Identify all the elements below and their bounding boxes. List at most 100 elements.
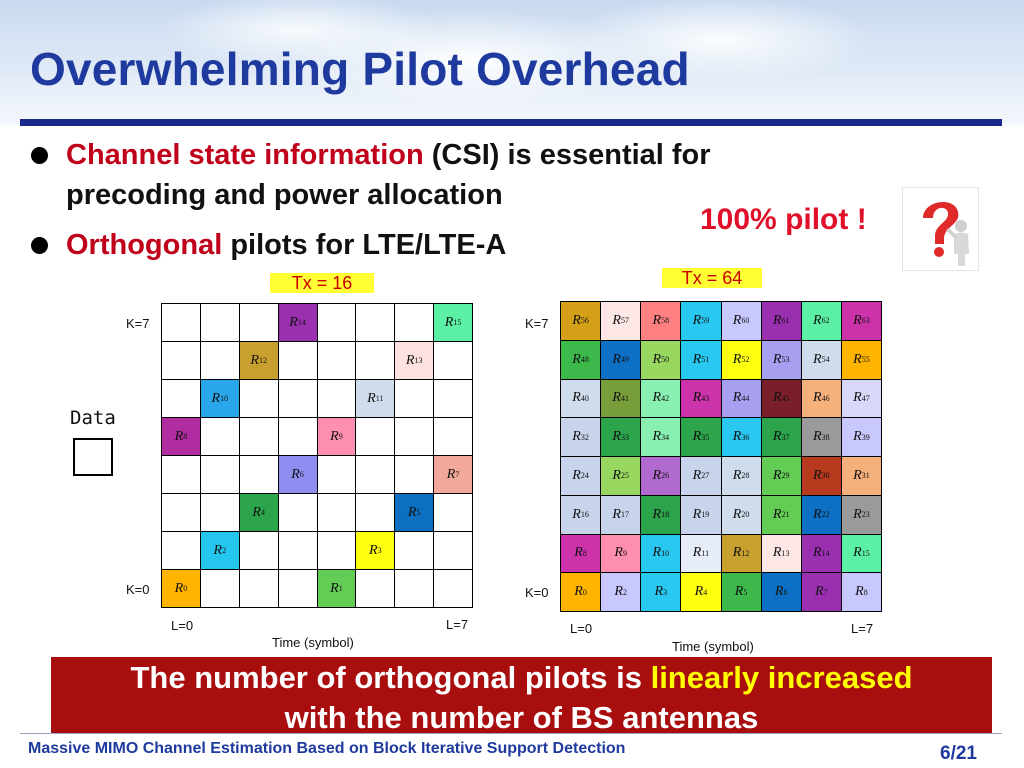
pilot-index: 43 — [701, 393, 710, 403]
pilot-cell: R 52 — [721, 340, 761, 379]
pilot-cell: R 27 — [681, 457, 721, 495]
pilot-symbol: R — [211, 390, 221, 406]
pilot-index: 12 — [258, 356, 267, 365]
pilot-cell: R 60 — [721, 302, 761, 340]
pilot-symbol: R — [652, 506, 662, 522]
pilot-symbol: R — [572, 312, 581, 328]
pilot-symbol: R — [574, 584, 583, 600]
pilot-cell: R 53 — [761, 340, 801, 379]
pilot-index: 10 — [661, 548, 670, 558]
pilot-cell: R 13 — [395, 342, 434, 379]
data-cell — [162, 380, 200, 417]
data-cell — [434, 418, 472, 455]
pilot-index: 31 — [861, 471, 870, 481]
pilot-cell: R 19 — [681, 495, 721, 534]
pilot-index: 49 — [620, 355, 629, 365]
pilot-cell: R 28 — [721, 457, 761, 495]
pilot-symbol: R — [772, 545, 782, 561]
pilot-index: 13 — [781, 548, 790, 558]
bullet-1-line-1: Channel state information (CSI) is essen… — [66, 139, 711, 172]
pilot-cell: R 43 — [681, 379, 721, 418]
pilot-symbol: R — [252, 504, 261, 520]
pilot-symbol: R — [652, 351, 662, 367]
pilot-cell: R 48 — [561, 340, 601, 379]
pilot-cell: R 11 — [681, 534, 721, 573]
pilot-symbol: R — [652, 390, 662, 406]
pilot-symbol: R — [853, 351, 862, 367]
data-cell — [239, 304, 278, 341]
grid-large-time-label: Time (symbol) — [672, 639, 754, 654]
pilot-symbol: R — [694, 584, 704, 600]
pilot-index: 35 — [701, 432, 710, 442]
banner-highlight: linearly increased — [650, 660, 913, 695]
pilot-cell: R 15 — [434, 304, 472, 341]
data-cell — [317, 342, 356, 379]
pilot-index: 13 — [414, 356, 423, 365]
data-cell — [317, 304, 356, 341]
grid-large-k-bottom: K=0 — [525, 585, 549, 600]
pilot-cell: R 22 — [801, 495, 841, 534]
pilot-cell: R 47 — [841, 379, 881, 418]
pilot-cell: R 62 — [801, 302, 841, 340]
pilot-symbol: R — [692, 351, 702, 367]
data-cell — [162, 304, 200, 341]
pilot-symbol: R — [813, 429, 822, 445]
data-cell — [162, 532, 200, 569]
data-cell — [395, 304, 434, 341]
header-background — [0, 0, 1024, 125]
pilot-cell: R 36 — [721, 418, 761, 456]
data-cell — [317, 380, 356, 417]
pilot-cell: R 30 — [801, 457, 841, 495]
pilot-cell: R 39 — [841, 418, 881, 456]
pilot-cell: R 25 — [601, 457, 641, 495]
bullet-2-highlight: Orthogonal — [66, 229, 223, 261]
data-cell — [356, 570, 395, 607]
banner-line-2: with the number of BS antennas — [284, 700, 759, 735]
pilot-cell: R 49 — [601, 340, 641, 379]
pilot-index: 42 — [661, 393, 670, 403]
pilot-cell: R 14 — [278, 304, 317, 341]
pilot-symbol: R — [772, 506, 782, 522]
data-cell — [200, 456, 239, 493]
pilot-index: 5 — [416, 508, 421, 517]
data-cell — [395, 380, 434, 417]
data-cell — [239, 380, 278, 417]
pilot-cell: R 14 — [801, 534, 841, 573]
pilot-symbol: R — [732, 312, 742, 328]
pilot-cell: R 26 — [641, 457, 681, 495]
pilot-symbol: R — [813, 390, 822, 406]
bullet-1-text: (CSI) is essential for — [423, 139, 711, 171]
pilot-symbol: R — [367, 390, 376, 406]
pilot-index: 11 — [375, 394, 384, 403]
pilot-index: 25 — [620, 471, 629, 481]
pilot-symbol: R — [654, 584, 664, 600]
footer-title: Massive MIMO Channel Estimation Based on… — [28, 740, 626, 757]
data-cell — [356, 494, 395, 531]
pilot-index: 14 — [821, 548, 830, 558]
pilot-symbol: R — [692, 429, 702, 445]
pilot-cell: R 35 — [681, 418, 721, 456]
question-person-icon — [923, 201, 969, 266]
pilot-cell: R 37 — [761, 418, 801, 456]
pilot-cell: R 63 — [841, 302, 881, 340]
pilot-symbol: R — [732, 429, 742, 445]
pilot-cell: R 61 — [761, 302, 801, 340]
pilot-cell: R 45 — [761, 379, 801, 418]
data-cell — [434, 532, 472, 569]
pilot-cell: R 12 — [721, 534, 761, 573]
data-cell — [434, 570, 472, 607]
grid-large-k-top: K=7 — [525, 316, 549, 331]
banner-line-1: The number of orthogonal pilots is linea… — [51, 658, 992, 698]
pilot-index: 9 — [622, 548, 627, 558]
pilot-index: 32 — [580, 432, 589, 442]
pilot-symbol: R — [855, 584, 864, 600]
pilot-symbol: R — [853, 506, 862, 522]
pilot-index: 15 — [861, 548, 870, 558]
pilot-index: 54 — [821, 355, 830, 365]
pilot-cell: R 13 — [761, 534, 801, 573]
pilot-cell: R 54 — [801, 340, 841, 379]
